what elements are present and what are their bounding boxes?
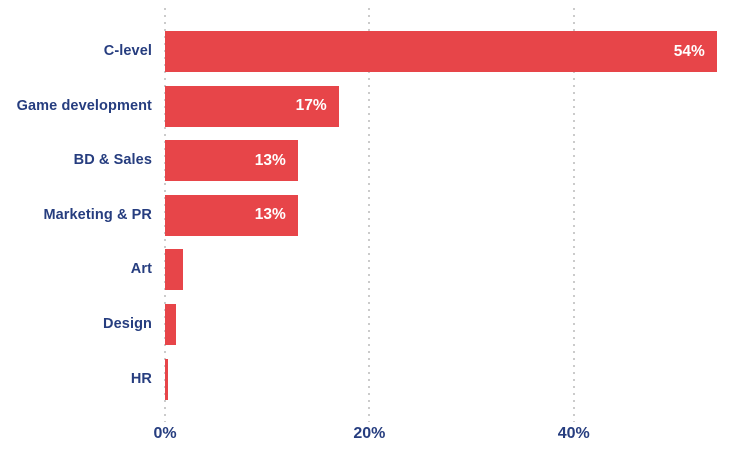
bar-value-label: 17% <box>295 97 327 115</box>
category-label: BD & Sales <box>73 152 152 169</box>
bar-c-level: 54% <box>165 31 717 72</box>
bar-value-label: 54% <box>673 42 705 60</box>
bar-marketing-pr: 13% <box>165 194 298 236</box>
bar-design <box>165 304 177 345</box>
category-label: Game development <box>16 97 152 114</box>
x-tick-label: 20% <box>353 425 386 442</box>
bar-value-label: 13% <box>254 151 286 169</box>
gridline-20% <box>368 8 371 422</box>
bar-art <box>165 249 184 291</box>
bar-value-label: 13% <box>254 206 286 224</box>
category-label: Marketing & PR <box>43 206 152 223</box>
category-label: HR <box>130 370 152 387</box>
bar-bd-sales: 13% <box>165 140 298 182</box>
gridline-40% <box>572 8 575 422</box>
x-tick-label: 40% <box>557 425 590 442</box>
category-label: Art <box>130 261 152 278</box>
category-label: C-level <box>103 43 152 59</box>
x-tick-label: 0% <box>153 425 177 442</box>
bar-hr <box>165 358 169 400</box>
category-label: Design <box>103 316 152 332</box>
bar-game-development: 17% <box>165 85 339 127</box>
